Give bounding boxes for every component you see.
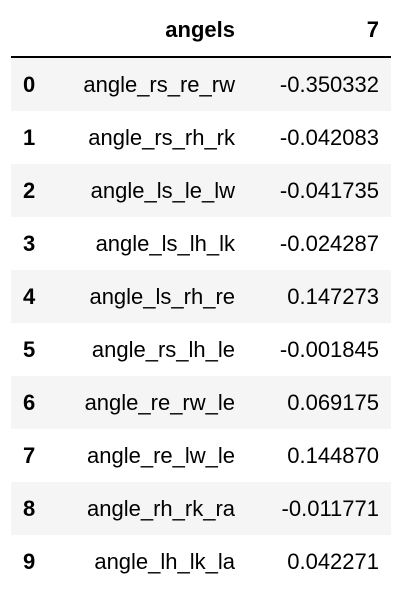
table-row: 8 angle_rh_rk_ra -0.011771 (11, 482, 391, 535)
table-row: 4 angle_ls_rh_re 0.147273 (11, 270, 391, 323)
value-cell: 0.147273 (287, 283, 379, 309)
row-index: 5 (23, 336, 36, 362)
table-row: 7 angle_re_lw_le 0.144870 (11, 429, 391, 482)
row-index: 3 (23, 230, 36, 256)
value-cell: -0.011771 (281, 495, 379, 521)
data-table: angels 7 0 angle_rs_re_rw -0.350332 1 an… (11, 4, 391, 588)
table-row: 5 angle_rs_lh_le -0.001845 (11, 323, 391, 376)
row-index: 9 (23, 548, 36, 574)
angle-name-cell: angle_ls_rh_re (89, 283, 235, 309)
table-row: 3 angle_ls_lh_lk -0.024287 (11, 217, 391, 270)
table-row: 6 angle_re_rw_le 0.069175 (11, 376, 391, 429)
row-index: 4 (23, 283, 36, 309)
row-index: 6 (23, 389, 36, 415)
angle-name-cell: angle_rs_lh_le (91, 336, 235, 362)
value-cell: 0.042271 (287, 548, 379, 574)
row-index: 7 (23, 442, 36, 468)
value-cell: -0.001845 (279, 336, 379, 362)
row-index: 0 (23, 71, 36, 97)
row-index: 2 (23, 177, 36, 203)
value-cell: 0.069175 (287, 389, 379, 415)
angle-name-cell: angle_re_lw_le (87, 442, 235, 468)
table-body: 0 angle_rs_re_rw -0.350332 1 angle_rs_rh… (11, 57, 391, 588)
table-row: 9 angle_lh_lk_la 0.042271 (11, 535, 391, 588)
column-header-7: 7 (247, 4, 391, 58)
table-row: 0 angle_rs_re_rw -0.350332 (11, 57, 391, 111)
table-row: 1 angle_rs_rh_rk -0.042083 (11, 111, 391, 164)
angle-name-cell: angle_lh_lk_la (94, 548, 235, 574)
value-cell: 0.144870 (287, 442, 379, 468)
value-cell: -0.041735 (279, 177, 379, 203)
angle-name-cell: angle_re_rw_le (84, 389, 235, 415)
row-index: 1 (23, 124, 36, 150)
header-row: angels 7 (11, 4, 391, 58)
value-cell: -0.024287 (279, 230, 379, 256)
column-header-angels: angels (47, 4, 247, 58)
angle-name-cell: angle_rs_rh_rk (88, 124, 235, 150)
row-index: 8 (23, 495, 36, 521)
index-header (11, 4, 47, 58)
value-cell: -0.042083 (279, 124, 379, 150)
angle-name-cell: angle_ls_le_lw (90, 177, 235, 203)
table-row: 2 angle_ls_le_lw -0.041735 (11, 164, 391, 217)
angle-name-cell: angle_ls_lh_lk (95, 230, 235, 256)
table-header: angels 7 (11, 4, 391, 58)
angle-name-cell: angle_rh_rk_ra (87, 495, 235, 521)
value-cell: -0.350332 (279, 71, 379, 97)
angle-name-cell: angle_rs_re_rw (83, 71, 235, 97)
